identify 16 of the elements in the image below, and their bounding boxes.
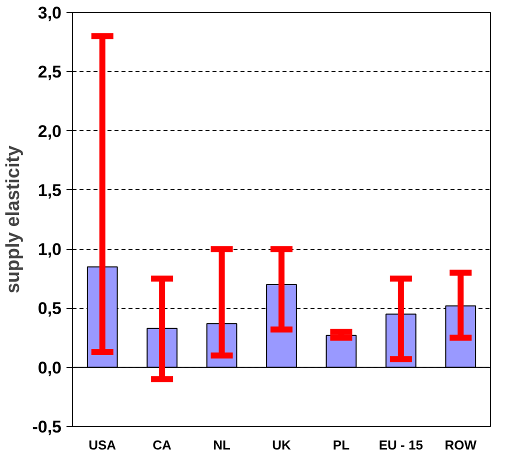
x-tick-label: USA [88, 438, 117, 452]
x-tick-label: ROW [444, 438, 478, 452]
y-tick-label: 0,5 [38, 299, 62, 318]
y-tick-label: 3,0 [38, 4, 62, 22]
x-tick-label: UK [272, 438, 292, 452]
y-tick-label: 2,0 [38, 122, 62, 141]
y-tick-label: 0,0 [38, 358, 62, 378]
y-tick-label: -0,5 [32, 418, 62, 436]
y-tick-label: 1,0 [38, 240, 62, 260]
y-tick-label: 1,5 [38, 180, 62, 200]
y-axis-title: supply elasticity [3, 145, 24, 294]
x-tick-label: PL [332, 438, 350, 452]
x-tick-label: EU - 15 [378, 438, 423, 452]
y-tick-label: 2,5 [38, 62, 62, 82]
x-tick-label: NL [213, 438, 231, 452]
x-tick-label: CA [152, 438, 172, 452]
